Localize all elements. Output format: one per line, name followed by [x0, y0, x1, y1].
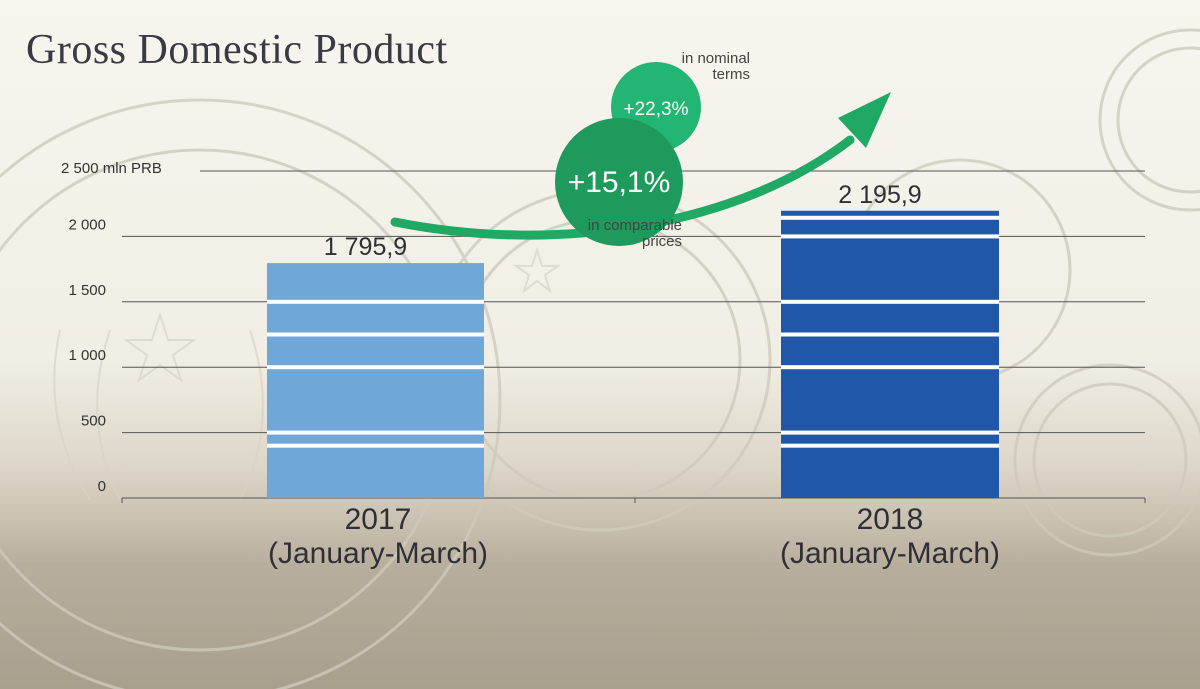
bar-value-label: 1 795,9 — [324, 233, 407, 261]
bar-stripe — [781, 299, 999, 304]
category-year: 2018 — [856, 503, 924, 536]
y-tick-label: 2 000 — [68, 216, 106, 233]
y-axis-unit-label: 2 500 mln PRB — [61, 160, 162, 177]
category-period: (January-March) — [267, 537, 489, 570]
category-label-2018: 2018 (January-March) — [740, 503, 1040, 571]
bar-stripe — [781, 365, 999, 370]
comparable-note: in comparable prices — [587, 217, 682, 250]
bar-stripe — [267, 365, 484, 370]
coin-right — [1013, 363, 1200, 557]
star-emblem — [122, 311, 198, 383]
comparable-growth-value: +15,1% — [568, 166, 671, 199]
category-label-2017: 2017 (January-March) — [228, 503, 528, 571]
category-year: 2017 — [344, 503, 412, 536]
bar-stripe — [781, 234, 999, 239]
bar-stripe — [267, 430, 484, 435]
bar-value-label: 2 195,9 — [838, 181, 921, 209]
bar-stripe — [267, 443, 484, 448]
y-tick-label: 0 — [98, 478, 106, 495]
arrow-head — [838, 92, 891, 148]
bar-2017 — [267, 263, 484, 498]
category-period: (January-March) — [779, 537, 1001, 570]
bar-stripe — [267, 332, 484, 337]
nominal-note: in nominal terms — [681, 50, 750, 83]
comparable-growth-circle — [555, 118, 683, 246]
y-tick-label: 1 000 — [68, 347, 106, 364]
bar-stripe — [781, 332, 999, 337]
coin-large — [0, 98, 502, 689]
bar-2018 — [781, 210, 999, 498]
bar-stripe — [781, 430, 999, 435]
nominal-growth-value: +22,3% — [624, 99, 689, 120]
bar-stripe — [781, 443, 999, 448]
y-tick-label: 500 — [81, 413, 106, 430]
page-title: Gross Domestic Product — [26, 27, 448, 73]
bar-stripe — [781, 215, 999, 220]
bar-stripe — [267, 299, 484, 304]
coin-top-right — [1098, 28, 1200, 212]
y-tick-label: 1 500 — [68, 282, 106, 299]
